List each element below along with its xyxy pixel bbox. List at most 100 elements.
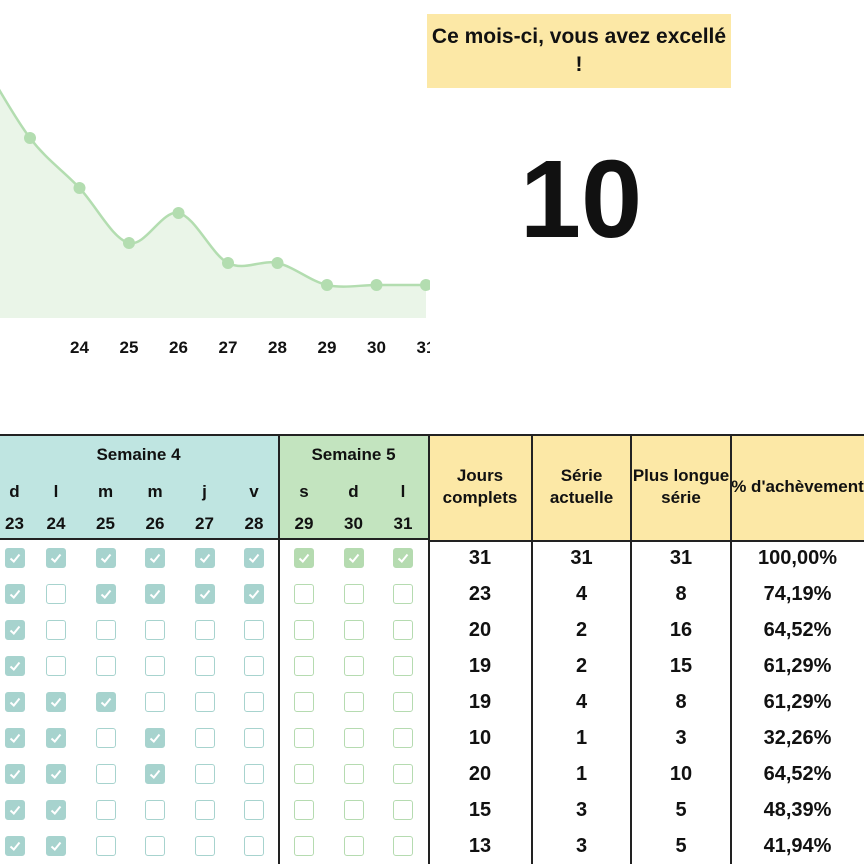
checkbox-checked[interactable]	[145, 764, 165, 784]
checkbox-unchecked[interactable]	[343, 656, 364, 676]
checkbox-unchecked[interactable]	[244, 800, 264, 820]
checkbox-unchecked[interactable]	[145, 620, 165, 640]
checkbox-unchecked[interactable]	[244, 836, 264, 856]
checkbox-checked[interactable]	[4, 656, 25, 676]
checkbox-checked[interactable]	[343, 548, 364, 568]
checkbox-unchecked[interactable]	[393, 620, 413, 640]
checkbox-unchecked[interactable]	[46, 584, 66, 604]
checkbox-unchecked[interactable]	[194, 692, 215, 712]
stat-value: 3	[575, 798, 588, 821]
checkbox-unchecked[interactable]	[145, 692, 165, 712]
checkbox-unchecked[interactable]	[244, 620, 264, 640]
checkbox-unchecked[interactable]	[244, 656, 264, 676]
checkbox-unchecked[interactable]	[244, 728, 264, 748]
checkbox-unchecked[interactable]	[393, 656, 413, 676]
checkbox-checked[interactable]	[294, 548, 314, 568]
checkbox-cell	[378, 720, 428, 756]
checkbox-checked[interactable]	[95, 692, 116, 712]
checkbox-unchecked[interactable]	[294, 584, 314, 604]
checkbox-checked[interactable]	[4, 800, 25, 820]
checkbox-unchecked[interactable]	[95, 728, 116, 748]
checkbox-unchecked[interactable]	[46, 656, 66, 676]
chart-area-fill	[0, 91, 426, 318]
checkbox-unchecked[interactable]	[194, 728, 215, 748]
checkbox-unchecked[interactable]	[194, 836, 215, 856]
checkbox-checked[interactable]	[4, 836, 25, 856]
checkbox-unchecked[interactable]	[294, 764, 314, 784]
checkbox-checked[interactable]	[244, 584, 264, 604]
checkbox-checked[interactable]	[4, 692, 25, 712]
checkbox-unchecked[interactable]	[194, 800, 215, 820]
checkbox-unchecked[interactable]	[393, 836, 413, 856]
checkbox-checked[interactable]	[244, 548, 264, 568]
check-icon	[149, 733, 161, 743]
checkbox-unchecked[interactable]	[194, 764, 215, 784]
checkbox-unchecked[interactable]	[393, 764, 413, 784]
checkbox-checked[interactable]	[4, 764, 25, 784]
checkbox-checked[interactable]	[194, 584, 215, 604]
check-icon	[50, 841, 62, 851]
checkbox-checked[interactable]	[4, 728, 25, 748]
checkbox-unchecked[interactable]	[343, 692, 364, 712]
checkbox-checked[interactable]	[194, 548, 215, 568]
chart-point-30	[370, 279, 383, 291]
checkbox-unchecked[interactable]	[294, 728, 314, 748]
checkbox-unchecked[interactable]	[244, 692, 264, 712]
stat-value: 20	[468, 762, 492, 785]
checkbox-unchecked[interactable]	[343, 800, 364, 820]
checkbox-cell	[130, 576, 180, 612]
checkbox-unchecked[interactable]	[95, 836, 116, 856]
checkbox-unchecked[interactable]	[194, 620, 215, 640]
checkbox-unchecked[interactable]	[95, 764, 116, 784]
checkbox-checked[interactable]	[46, 728, 66, 748]
checkbox-unchecked[interactable]	[343, 584, 364, 604]
checkbox-checked[interactable]	[95, 548, 116, 568]
stat-value: 1	[575, 762, 588, 785]
checkbox-unchecked[interactable]	[294, 692, 314, 712]
checkbox-cell	[329, 828, 378, 864]
checkbox-checked[interactable]	[46, 548, 66, 568]
checkbox-unchecked[interactable]	[194, 656, 215, 676]
checkbox-unchecked[interactable]	[145, 836, 165, 856]
checkbox-cell	[279, 720, 329, 756]
checkbox-unchecked[interactable]	[343, 620, 364, 640]
checkbox-unchecked[interactable]	[46, 620, 66, 640]
checkbox-checked[interactable]	[145, 548, 165, 568]
checkbox-unchecked[interactable]	[393, 584, 413, 604]
checkbox-checked[interactable]	[46, 800, 66, 820]
checkbox-unchecked[interactable]	[343, 728, 364, 748]
checkbox-checked[interactable]	[393, 548, 413, 568]
checkbox-unchecked[interactable]	[145, 800, 165, 820]
checkbox-unchecked[interactable]	[244, 764, 264, 784]
checkbox-checked[interactable]	[46, 764, 66, 784]
checkbox-unchecked[interactable]	[95, 800, 116, 820]
checkbox-unchecked[interactable]	[294, 620, 314, 640]
checkbox-unchecked[interactable]	[343, 764, 364, 784]
grid-line	[428, 540, 864, 542]
checkbox-unchecked[interactable]	[393, 800, 413, 820]
checkbox-checked[interactable]	[145, 728, 165, 748]
excellent-days-count: 10	[519, 138, 643, 261]
checkbox-unchecked[interactable]	[294, 800, 314, 820]
checkbox-unchecked[interactable]	[393, 692, 413, 712]
stat-value: 5	[675, 834, 687, 857]
checkbox-unchecked[interactable]	[145, 656, 165, 676]
checkbox-unchecked[interactable]	[95, 620, 116, 640]
checkbox-cell	[180, 540, 229, 576]
checkbox-checked[interactable]	[4, 548, 25, 568]
check-icon	[9, 841, 20, 851]
checkbox-checked[interactable]	[95, 584, 116, 604]
checkbox-unchecked[interactable]	[294, 836, 314, 856]
checkbox-unchecked[interactable]	[393, 728, 413, 748]
check-icon	[50, 769, 62, 779]
checkbox-unchecked[interactable]	[95, 656, 116, 676]
checkbox-unchecked[interactable]	[294, 656, 314, 676]
checkbox-checked[interactable]	[145, 584, 165, 604]
checkbox-cell	[130, 648, 180, 684]
checkbox-checked[interactable]	[46, 692, 66, 712]
checkbox-unchecked[interactable]	[343, 836, 364, 856]
checkbox-checked[interactable]	[4, 584, 25, 604]
checkbox-checked[interactable]	[46, 836, 66, 856]
checkbox-checked[interactable]	[4, 620, 25, 640]
stat-value: 15	[669, 654, 693, 677]
